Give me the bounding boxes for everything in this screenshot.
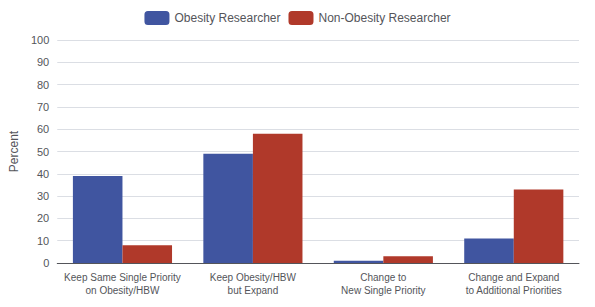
svg-text:60: 60 [37, 123, 49, 135]
svg-text:but Expand: but Expand [228, 285, 279, 296]
svg-text:Obesity Researcher: Obesity Researcher [174, 11, 280, 25]
svg-text:New Single Priority: New Single Priority [341, 285, 425, 296]
svg-text:30: 30 [37, 190, 49, 202]
svg-text:100: 100 [31, 34, 49, 46]
svg-text:0: 0 [43, 257, 49, 269]
svg-text:80: 80 [37, 79, 49, 91]
svg-text:10: 10 [37, 235, 49, 247]
svg-text:Change to: Change to [360, 272, 407, 283]
svg-text:40: 40 [37, 168, 49, 180]
svg-text:50: 50 [37, 146, 49, 158]
svg-text:Keep Same Single Priority: Keep Same Single Priority [64, 272, 181, 283]
svg-text:70: 70 [37, 101, 49, 113]
svg-text:Keep Obesity/HBW: Keep Obesity/HBW [210, 272, 297, 283]
svg-text:to Additional Priorities: to Additional Priorities [466, 285, 562, 296]
svg-text:Percent: Percent [7, 130, 21, 172]
svg-text:on Obesity/HBW: on Obesity/HBW [86, 285, 160, 296]
svg-text:90: 90 [37, 56, 49, 68]
svg-text:20: 20 [37, 212, 49, 224]
svg-text:Non-Obesity Researcher: Non-Obesity Researcher [318, 11, 450, 25]
svg-text:Change and Expand: Change and Expand [468, 272, 559, 283]
